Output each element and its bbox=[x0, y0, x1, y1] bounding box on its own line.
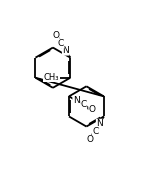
Text: N: N bbox=[96, 119, 103, 128]
Text: C: C bbox=[81, 100, 87, 109]
Text: O: O bbox=[89, 105, 96, 114]
Text: O: O bbox=[52, 31, 59, 40]
Text: N: N bbox=[73, 96, 80, 105]
Text: C: C bbox=[92, 127, 98, 136]
Text: C: C bbox=[58, 39, 64, 48]
Text: CH₃: CH₃ bbox=[44, 73, 59, 82]
Text: O: O bbox=[87, 135, 94, 144]
Text: N: N bbox=[62, 46, 69, 55]
